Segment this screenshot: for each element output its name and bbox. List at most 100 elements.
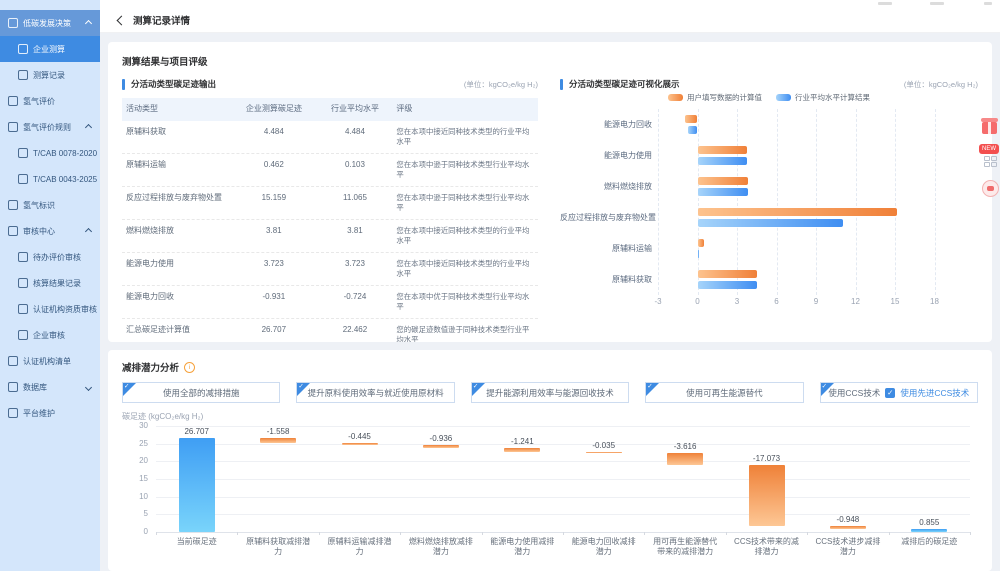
industry-value-bar — [687, 125, 698, 134]
table-header-cell: 企业测算碳足迹 — [245, 104, 302, 113]
measure-button-label: 使用CCS技术 — [828, 387, 881, 398]
sidebar-item-label: 核算结果记录 — [33, 278, 81, 288]
back-icon[interactable] — [116, 15, 127, 25]
x-tick-label: 12 — [851, 297, 860, 306]
bar-category-label: 原辅料获取减排潜力 — [246, 537, 311, 556]
sidebar-item-3[interactable]: 氢气评价 — [0, 88, 100, 114]
table-cell: 原辅料获取 — [126, 126, 166, 136]
total-bar — [911, 528, 948, 532]
legend-label: 用户填写数据的计算值 — [687, 93, 762, 102]
gridline — [895, 109, 896, 295]
sidebar-item-8[interactable]: 审核中心 — [0, 218, 100, 244]
sidebar-item-12[interactable]: 企业审核 — [0, 322, 100, 348]
new-badge[interactable]: NEW — [979, 144, 999, 154]
document-icon — [18, 174, 28, 184]
bar-category-label: 减排后的碳足迹 — [901, 537, 958, 546]
document-icon — [18, 148, 28, 158]
sidebar-item-9[interactable]: 待办评价审核 — [0, 244, 100, 270]
bar-category-label: 能源电力使用减排潜力 — [490, 537, 555, 556]
table-cell: -0.724 — [343, 291, 367, 301]
table-header-cell: 评级 — [396, 104, 413, 113]
sidebar-item-label: 氢气评价规则 — [23, 122, 71, 132]
rules-icon — [8, 122, 18, 132]
measure-button-0[interactable]: ✓ 使用全部的减排措施 — [122, 382, 281, 403]
measure-button-3[interactable]: ✓ 使用可再生能源替代 — [645, 382, 804, 403]
measure-button-4[interactable]: ✓ 使用CCS技术 ✓ 使用先进CCS技术 — [819, 382, 979, 403]
x-axis-tick — [156, 532, 157, 535]
table-cell: 26.707 — [261, 324, 287, 334]
record-icon — [18, 70, 28, 80]
legend-swatch-blue — [776, 94, 791, 101]
total-bar — [178, 437, 215, 532]
sidebar-item-label: 认证机构资质审核 — [33, 304, 97, 314]
sidebar-item-5[interactable]: T/CAB 0078-2020 — [0, 140, 100, 166]
measure-button-label: 使用可再生能源替代 — [686, 387, 763, 398]
footprint-viz-title: 分活动类型碳足迹可视化展示 — [569, 79, 680, 89]
x-axis-tick — [725, 532, 727, 535]
rating-cell: 您的碳足迹数值逊于同种技术类型行业平均水平 — [396, 324, 530, 342]
sidebar-item-4[interactable]: 氢气评价规则 — [0, 114, 100, 140]
industry-value-bar — [697, 187, 748, 196]
sidebar-item-7[interactable]: 氢气标识 — [0, 192, 100, 218]
sidebar-item-14[interactable]: 数据库 — [0, 374, 100, 400]
footprint-table-body: 原辅料获取 4.484 4.484 您在本项中接近同种技术类型的行业平均水平 原辅料运输… — [122, 121, 538, 342]
measure-button-2[interactable]: ✓ 提升能源利用效率与能源回收技术 — [470, 382, 630, 403]
sidebar-item-15[interactable]: 平台维护 — [0, 400, 100, 426]
table-header-cell: 活动类型 — [126, 104, 158, 113]
table-cell: 4.484 — [344, 126, 365, 136]
main-area: 测算记录详情 测算结果与项目评级 分活动类型碳足迹输出 (单位：kgCO₂e/k… — [100, 0, 1000, 571]
maintenance-icon — [8, 408, 18, 418]
sidebar-item-13[interactable]: 认证机构清单 — [0, 348, 100, 374]
ccs-advanced-checkbox-label[interactable]: 使用先进CCS技术 — [900, 387, 970, 398]
gridline — [156, 514, 970, 516]
service-float-icon[interactable] — [982, 180, 999, 197]
gridline — [934, 109, 936, 295]
industry-value-bar — [697, 280, 757, 289]
table-cell: 3.723 — [344, 258, 365, 268]
bar-value-label: -0.035 — [592, 441, 616, 451]
measure-button-1[interactable]: ✓ 提升原料使用效率与就近使用原材料 — [296, 382, 455, 403]
x-tick-label: 15 — [890, 297, 900, 306]
bar-category-label: CCS技术带来的减排潜力 — [734, 537, 799, 556]
rating-cell: 您在本项中接近同种技术类型的行业平均水平 — [396, 258, 530, 278]
audit-icon — [8, 226, 18, 236]
sidebar-item-label: 认证机构清单 — [23, 356, 71, 366]
bar-category-label: 用可再生能源替代带来的减排潜力 — [653, 537, 718, 556]
table-row: 汇总碳足迹计算值 26.707 22.462 您的碳足迹数值逊于同种技术类型行业平均水… — [122, 319, 538, 342]
y-tick-label: 5 — [143, 509, 148, 519]
results-card: 测算结果与项目评级 分活动类型碳足迹输出 (单位：kgCO₂e/kg H₂) 活… — [108, 42, 992, 342]
legend-item-industry[interactable]: 行业平均水平计算结果 — [776, 92, 870, 103]
gridline — [658, 109, 659, 295]
database-icon — [8, 382, 18, 392]
x-axis-tick — [888, 532, 890, 535]
sidebar-item-0[interactable]: 低碳发展决策 — [0, 10, 100, 36]
y-tick-label: 20 — [139, 456, 148, 466]
table-cell: 原辅料运输 — [126, 159, 166, 169]
table-cell: 22.462 — [342, 324, 368, 334]
bar-category-label: CCS技术进步减排潜力 — [815, 537, 881, 556]
reduction-card-title: 减排潜力分析 — [122, 363, 180, 374]
gift-float-icon[interactable] — [981, 118, 998, 134]
y-tick-label: 0 — [143, 527, 148, 536]
sidebar-item-2[interactable]: 测算记录 — [0, 62, 100, 88]
sidebar-item-6[interactable]: T/CAB 0043-2025 — [0, 166, 100, 192]
x-tick-label: 3 — [734, 297, 740, 306]
sidebar-item-11[interactable]: 认证机构资质审核 — [0, 296, 100, 322]
sidebar-item-10[interactable]: 核算结果记录 — [0, 270, 100, 296]
sidebar-menu: 低碳发展决策企业测算测算记录氢气评价氢气评价规则 T/CAB 0078-2020 T… — [0, 10, 100, 426]
category-label: 燃料燃烧排放 — [604, 182, 652, 191]
gridline — [156, 443, 970, 445]
selected-ribbon — [646, 383, 660, 396]
sidebar-item-1[interactable]: 企业测算 — [0, 36, 100, 62]
x-tick-label: 18 — [930, 297, 939, 306]
sidebar-item-label: 测算记录 — [33, 70, 65, 80]
legend-item-user[interactable]: 用户填写数据的计算值 — [668, 92, 762, 103]
reduction-info-icon[interactable]: i — [184, 361, 196, 373]
x-axis-tick — [400, 532, 402, 535]
sidebar-item-label: 低碳发展决策 — [23, 18, 71, 28]
ccs-advanced-checkbox[interactable]: ✓ — [885, 387, 896, 398]
bar-category-label: 原辅料运输减排潜力 — [327, 537, 392, 556]
bar-value-label: -0.948 — [836, 514, 860, 524]
apps-grid-icon[interactable] — [984, 156, 997, 167]
x-tick-label: -3 — [654, 297, 662, 306]
